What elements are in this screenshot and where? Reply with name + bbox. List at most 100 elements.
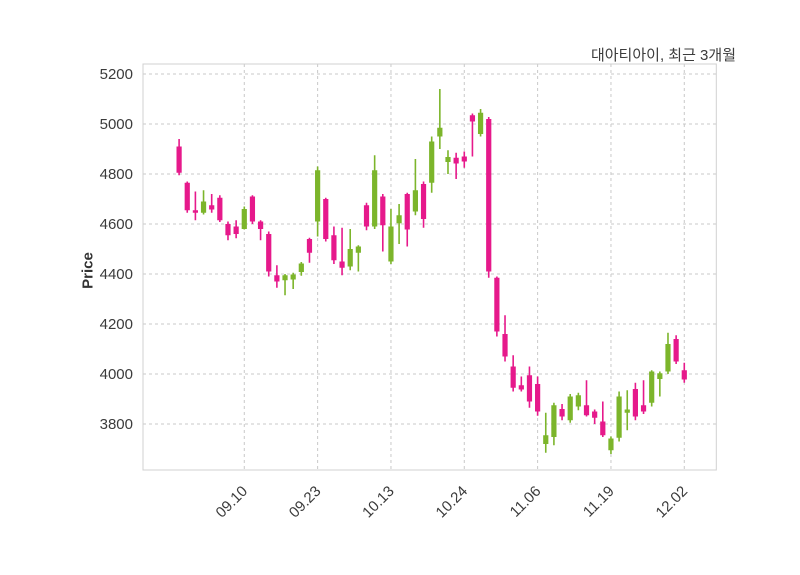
y-tick-label-4400: 4400 bbox=[100, 266, 133, 283]
candle-28-down bbox=[404, 192, 410, 247]
candle-body bbox=[298, 263, 304, 272]
candle-54-up bbox=[616, 391, 622, 442]
candle-body bbox=[176, 146, 182, 173]
candle-60-up bbox=[665, 332, 671, 374]
candle-body bbox=[494, 277, 500, 332]
candle-27-up bbox=[396, 204, 402, 244]
candle-18-down bbox=[323, 197, 329, 242]
candle-40-down bbox=[502, 315, 508, 362]
candle-13-up bbox=[282, 274, 288, 296]
candle-2-down bbox=[192, 191, 198, 221]
candle-body bbox=[640, 405, 647, 412]
candle-4-down bbox=[209, 194, 215, 213]
candle-body bbox=[429, 141, 435, 183]
candle-12-down bbox=[274, 265, 280, 288]
candle-body bbox=[486, 119, 492, 272]
candle-26-up bbox=[388, 209, 394, 264]
candle-29-up bbox=[412, 159, 418, 216]
candle-19-down bbox=[331, 226, 337, 264]
candle-50-down bbox=[583, 380, 590, 417]
candle-body bbox=[331, 235, 337, 261]
candle-body bbox=[315, 170, 321, 222]
y-tick-label-5200: 5200 bbox=[100, 66, 133, 83]
x-tick-label-12.02: 12.02 bbox=[653, 483, 692, 522]
candle-body bbox=[649, 371, 655, 403]
candle-body bbox=[673, 339, 679, 362]
candle-45-up bbox=[543, 412, 549, 453]
candle-body bbox=[355, 246, 361, 253]
plot-border bbox=[142, 63, 717, 471]
candle-31-up bbox=[429, 136, 435, 193]
candle-body bbox=[461, 156, 467, 162]
candle-body bbox=[241, 209, 247, 229]
candle-3-up bbox=[200, 190, 207, 215]
x-tick-label-09.10: 09.10 bbox=[213, 483, 252, 522]
candle-body bbox=[412, 190, 418, 212]
candle-6-down bbox=[225, 221, 231, 241]
candle-42-down bbox=[518, 376, 524, 392]
candle-body bbox=[323, 199, 329, 239]
candle-33-up bbox=[445, 150, 451, 174]
candle-body bbox=[535, 384, 541, 412]
candle-52-down bbox=[600, 401, 606, 437]
candle-body bbox=[388, 226, 394, 262]
candle-body bbox=[445, 157, 451, 162]
candle-body bbox=[290, 274, 296, 280]
candle-body bbox=[274, 275, 280, 282]
candle-62-down bbox=[681, 362, 687, 383]
candle-body bbox=[209, 205, 215, 210]
candle-61-down bbox=[673, 335, 679, 364]
candle-body bbox=[526, 375, 533, 402]
candle-23-down bbox=[363, 202, 370, 231]
candle-17-up bbox=[315, 166, 321, 237]
y-tick-label-4600: 4600 bbox=[100, 216, 133, 233]
chart-title: 대아티아이, 최근 3개월 bbox=[590, 47, 736, 64]
candle-49-up bbox=[575, 392, 581, 411]
candle-body bbox=[592, 411, 598, 418]
candle-body bbox=[306, 239, 313, 253]
candle-20-down bbox=[339, 227, 345, 276]
candle-51-down bbox=[592, 409, 598, 424]
candle-9-down bbox=[249, 195, 256, 224]
x-tick-label-11.19: 11.19 bbox=[580, 483, 618, 521]
candle-body bbox=[249, 196, 256, 222]
candle-37-up bbox=[477, 109, 484, 137]
candle-body bbox=[184, 182, 190, 211]
candle-16-down bbox=[306, 237, 313, 263]
candle-55-up bbox=[624, 390, 630, 431]
candle-10-down bbox=[257, 220, 264, 241]
candle-body bbox=[225, 224, 231, 236]
y-tick-label-5000: 5000 bbox=[100, 116, 133, 133]
candle-25-down bbox=[380, 194, 386, 252]
x-tick-label-10.13: 10.13 bbox=[359, 483, 398, 522]
candle-body bbox=[420, 184, 427, 219]
candle-body bbox=[257, 221, 264, 229]
candle-57-down bbox=[640, 380, 647, 414]
x-tick-label-09.23: 09.23 bbox=[286, 483, 325, 522]
candle-body bbox=[543, 435, 549, 444]
y-tick-label-4000: 4000 bbox=[100, 366, 133, 383]
candle-0-down bbox=[176, 139, 182, 176]
y-tick-label-4800: 4800 bbox=[100, 166, 133, 183]
candle-47-down bbox=[559, 404, 565, 421]
candle-body bbox=[518, 385, 524, 390]
candle-58-up bbox=[649, 370, 655, 407]
y-tick-label-3800: 3800 bbox=[100, 416, 133, 433]
candle-38-down bbox=[486, 117, 492, 278]
candle-body bbox=[396, 215, 402, 224]
candle-41-down bbox=[510, 355, 516, 392]
candle-body bbox=[380, 196, 386, 226]
candle-body bbox=[551, 405, 557, 437]
candle-43-down bbox=[526, 366, 533, 408]
candle-34-down bbox=[453, 152, 459, 179]
candle-body bbox=[681, 370, 687, 380]
candle-39-down bbox=[494, 276, 500, 337]
candle-body bbox=[404, 194, 410, 230]
candle-14-up bbox=[290, 272, 296, 289]
candle-8-up bbox=[241, 206, 247, 230]
candle-53-up bbox=[608, 436, 614, 454]
candle-body bbox=[559, 409, 565, 417]
candle-7-down bbox=[233, 220, 239, 239]
